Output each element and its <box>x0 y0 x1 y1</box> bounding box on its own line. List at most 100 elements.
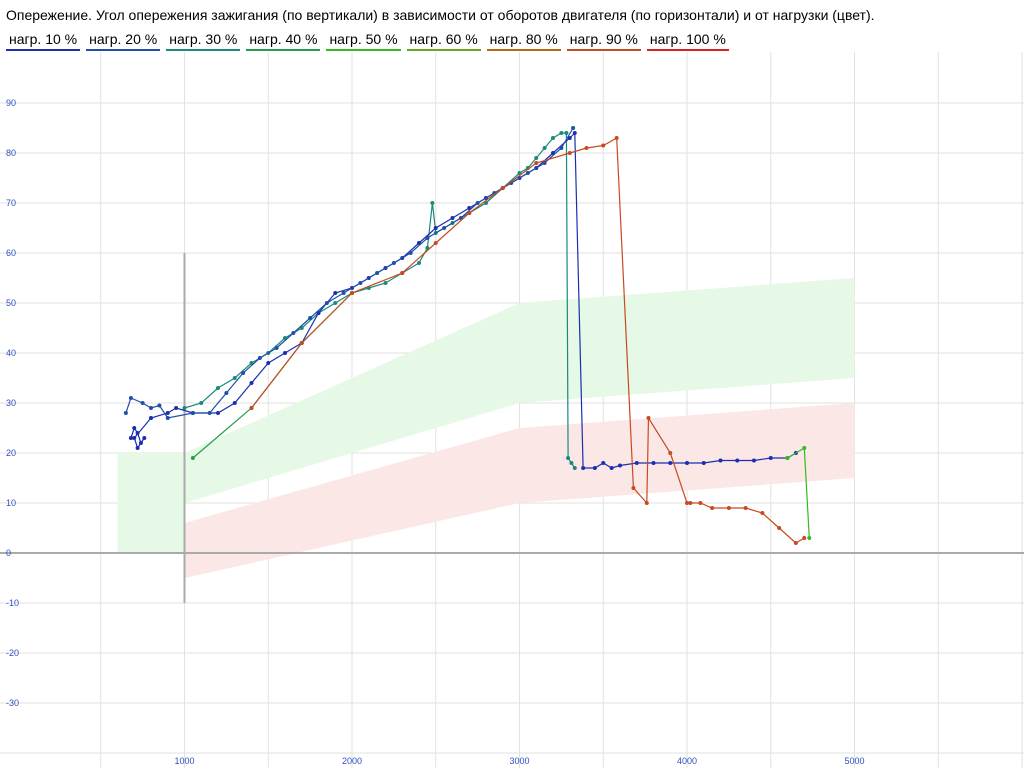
data-point <box>646 416 651 420</box>
y-tick-label: 80 <box>6 148 16 158</box>
data-point <box>735 458 740 463</box>
y-tick-label: 20 <box>6 448 16 458</box>
data-point <box>601 461 606 465</box>
data-point <box>174 406 179 410</box>
y-tick-label: 70 <box>6 198 16 208</box>
data-point <box>644 501 649 505</box>
data-point <box>785 456 790 460</box>
data-point <box>283 351 287 355</box>
data-point <box>341 291 346 295</box>
data-point <box>266 361 271 365</box>
data-point <box>182 406 187 410</box>
legend-item[interactable]: нагр. 80 % <box>486 31 561 51</box>
data-point <box>291 331 296 335</box>
data-point <box>685 461 689 465</box>
data-point <box>688 501 693 505</box>
legend-item[interactable]: нагр. 40 % <box>246 31 321 51</box>
legend-item[interactable]: нагр. 10 % <box>6 31 81 51</box>
data-point <box>135 446 140 450</box>
data-point <box>157 403 162 408</box>
legend: нагр. 10 % нагр. 20 % нагр. 30 % нагр. 40 %… <box>6 31 735 51</box>
data-point <box>132 426 137 430</box>
data-point <box>241 371 246 375</box>
data-point <box>777 526 782 530</box>
x-tick-label: 3000 <box>509 756 529 766</box>
data-point <box>566 456 571 460</box>
data-point <box>559 131 564 135</box>
reference-band <box>117 278 855 553</box>
data-point <box>614 136 619 140</box>
y-tick-label: 50 <box>6 298 16 308</box>
data-point <box>132 436 137 440</box>
data-point <box>128 396 133 400</box>
data-point <box>149 416 153 420</box>
data-point <box>651 461 656 465</box>
data-point <box>138 441 143 445</box>
data-point <box>475 201 480 205</box>
data-point <box>569 461 574 465</box>
data-point <box>400 271 405 275</box>
data-point <box>149 406 153 410</box>
legend-item[interactable]: нагр. 30 % <box>166 31 241 51</box>
data-point <box>417 261 421 265</box>
data-point <box>333 301 338 305</box>
legend-item[interactable]: нагр. 20 % <box>86 31 161 51</box>
legend-item[interactable]: нагр. 90 % <box>566 31 641 51</box>
data-point <box>140 401 145 405</box>
data-point <box>572 466 577 470</box>
y-tick-label: -10 <box>6 598 19 608</box>
legend-item[interactable]: нагр. 100 % <box>646 31 729 51</box>
data-point <box>710 506 715 510</box>
data-point <box>391 261 396 265</box>
data-point <box>207 411 212 415</box>
data-point <box>572 131 577 135</box>
data-point <box>793 541 798 545</box>
data-point <box>467 211 472 215</box>
data-point <box>743 506 748 510</box>
data-point <box>383 281 388 285</box>
data-point <box>698 501 703 505</box>
y-tick-label: 10 <box>6 498 16 508</box>
data-point <box>601 143 606 148</box>
series-line <box>125 127 574 419</box>
data-point <box>142 436 147 440</box>
legend-item[interactable]: нагр. 50 % <box>326 31 401 51</box>
data-point <box>631 486 636 490</box>
data-point <box>249 381 254 385</box>
chart-area: 90 80 70 60 50 40 30 20 10 0 -10 -20 -30 1000 2000 3000… <box>0 52 1024 768</box>
data-point <box>433 241 438 245</box>
data-point <box>249 406 254 410</box>
data-point <box>668 461 673 465</box>
y-tick-label: -20 <box>6 648 19 658</box>
data-point <box>165 411 170 415</box>
data-point <box>567 136 572 140</box>
data-point <box>333 291 338 295</box>
data-point <box>216 411 220 415</box>
data-point <box>571 126 576 130</box>
data-point <box>668 451 673 455</box>
data-point <box>584 146 589 150</box>
data-point <box>123 411 128 415</box>
data-point <box>564 131 569 135</box>
data-point <box>592 466 597 470</box>
legend-item[interactable]: нагр. 60 % <box>406 31 481 51</box>
data-point <box>216 386 220 390</box>
data-point <box>551 136 555 140</box>
data-point <box>525 171 530 175</box>
data-point <box>308 316 313 320</box>
data-point <box>232 376 237 380</box>
data-point <box>450 216 455 220</box>
x-tick-label: 4000 <box>677 756 697 766</box>
chart-title: Опережение. Угол опережения зажигания (п… <box>6 7 875 23</box>
y-tick-label: 30 <box>6 398 16 408</box>
data-point <box>199 401 204 405</box>
data-point <box>500 186 505 190</box>
data-point <box>408 251 413 255</box>
data-point <box>802 446 807 450</box>
y-tick-label: 0 <box>6 548 11 558</box>
data-point <box>433 226 438 230</box>
data-point <box>375 271 380 275</box>
data-point <box>350 291 354 295</box>
data-point <box>274 346 279 350</box>
data-point <box>567 151 572 155</box>
